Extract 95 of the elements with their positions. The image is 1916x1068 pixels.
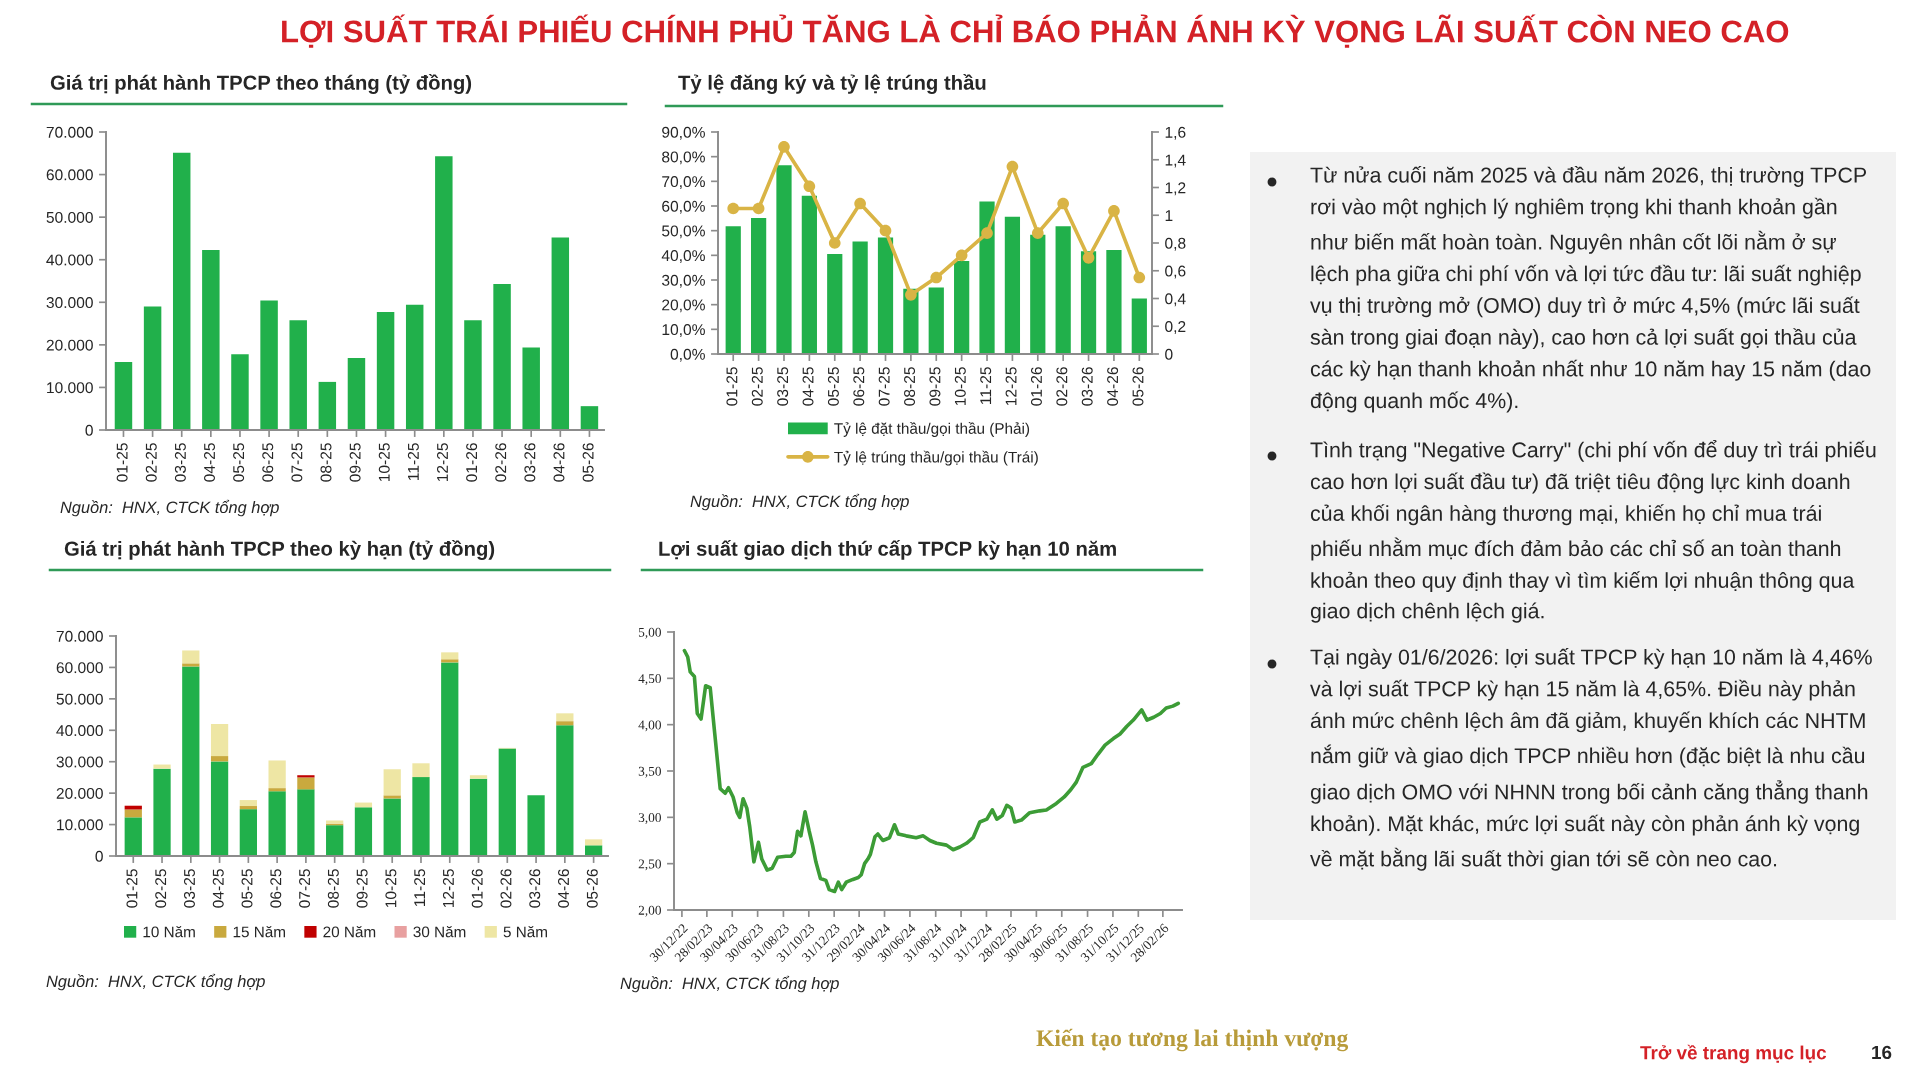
point bbox=[1031, 227, 1044, 239]
bar bbox=[580, 406, 599, 430]
text: Từ nửa cuối năm 2025 và đầu năm 2026, thị trường TPCP rơi vào một nghịch lý nghiêm trọng khi thanh khoản gần như biến mất hoàn toàn. Nguyên nhân cốt lõi nằm ở sự lệch pha giữa chi phí vốn và lợi tức đầu tư: lãi suất nghiệp vụ thị trường mở (OMO) duy trì ở mức 4,5% (mức lãi suất sàn trong giai đoạn này), cao hơn cả lợi suất gọi thầu của các kỳ hạn thanh khoản nhất như 10 năm hay 15 năm (dao động quanh mốc 4%). bbox=[1310, 166, 1871, 413]
bar bbox=[551, 237, 570, 430]
point bbox=[1006, 160, 1019, 173]
bar bbox=[268, 760, 286, 789]
bar bbox=[347, 358, 366, 430]
bar bbox=[210, 724, 229, 757]
text: Nguồn: HNX, CTCK tổng hợp bbox=[620, 975, 839, 993]
bar bbox=[1131, 298, 1147, 354]
bar bbox=[412, 777, 430, 856]
bar bbox=[556, 713, 574, 722]
text: 16 bbox=[1872, 1045, 1892, 1060]
point bbox=[828, 237, 841, 249]
bar bbox=[522, 347, 540, 430]
bar bbox=[1106, 249, 1122, 354]
chart-title: Lợi suất giao dịch thứ cấp TPCP kỳ hạn 10 năm bbox=[659, 540, 1116, 560]
text: LỢI SUẤT TRÁI PHIẾU CHÍNH PHỦ TĂNG LÀ CHỈ BÁO PHẢN ÁNH KỲ VỌNG LÃI SUẤT CÒN NEO CAO bbox=[282, 14, 1789, 48]
bar bbox=[725, 226, 741, 354]
bar bbox=[498, 748, 516, 856]
bar bbox=[153, 768, 171, 856]
bar bbox=[1055, 226, 1071, 354]
bar bbox=[584, 839, 603, 846]
bar bbox=[124, 817, 142, 856]
bar bbox=[172, 152, 191, 430]
bar bbox=[469, 778, 488, 856]
bar bbox=[776, 165, 792, 354]
text: Tình trạng "Negative Carry" (chi phí vốn để duy trì trái phiếu cao hơn lợi suất đầu tư) đã triệt tiêu động lực kinh doanh của khối ngân hàng thương mại, khiến họ chỉ mua trái phiếu nhằm mục đích đảm bảo các chỉ số an toàn thanh khoản theo quy định thay vì tìm kiếm lợi nhuận thông qua giao dịch chênh lệch giá. bbox=[1310, 440, 1876, 623]
text: Nguồn: HNX, CTCK tổng hợp bbox=[60, 499, 279, 517]
bar bbox=[182, 650, 200, 664]
bar bbox=[297, 777, 315, 790]
text: Kiến tạo tương lai thịnh vượng bbox=[1036, 1028, 1349, 1052]
bar bbox=[493, 283, 511, 430]
bar bbox=[260, 300, 278, 430]
chart-title: Giá trị phát hành TPCP theo tháng (tỷ đồng) bbox=[50, 74, 472, 94]
bar bbox=[124, 809, 142, 818]
point bbox=[955, 249, 968, 262]
bar bbox=[239, 809, 257, 856]
bar bbox=[405, 304, 424, 430]
bar bbox=[210, 756, 229, 762]
bar bbox=[441, 662, 459, 856]
point bbox=[905, 288, 917, 301]
bar bbox=[801, 195, 817, 354]
bar bbox=[143, 306, 162, 430]
point bbox=[854, 197, 866, 210]
bar bbox=[239, 800, 257, 807]
point bbox=[803, 180, 816, 193]
line-series bbox=[682, 648, 1181, 894]
point bbox=[879, 224, 892, 237]
text: Trở về trang mục lục bbox=[1640, 1044, 1827, 1064]
bar bbox=[852, 241, 868, 354]
text: Nguồn: HNX, CTCK tổng hợp bbox=[690, 493, 909, 511]
bar bbox=[584, 845, 603, 856]
bar bbox=[1080, 251, 1097, 354]
bar bbox=[1004, 216, 1021, 354]
bar bbox=[750, 218, 767, 354]
bar bbox=[877, 237, 894, 354]
bar bbox=[928, 287, 944, 354]
bar bbox=[318, 381, 337, 430]
point bbox=[752, 202, 765, 215]
chart-title: Giá trị phát hành TPCP theo kỳ hạn (tỷ đồng) bbox=[64, 540, 495, 560]
bar bbox=[231, 354, 249, 430]
chart-title: Tỷ lệ đăng ký và tỷ lệ trúng thầu bbox=[678, 74, 986, 94]
bar bbox=[383, 769, 401, 796]
point bbox=[727, 202, 740, 215]
bar bbox=[376, 312, 395, 430]
bar bbox=[954, 261, 970, 354]
bar bbox=[297, 789, 315, 856]
point bbox=[1082, 251, 1095, 264]
bar bbox=[441, 652, 459, 660]
bar bbox=[435, 156, 453, 430]
bar bbox=[527, 795, 545, 856]
text: Nguồn: HNX, CTCK tổng hợp bbox=[46, 973, 265, 991]
point bbox=[930, 271, 943, 284]
bar bbox=[354, 807, 373, 856]
bar bbox=[268, 791, 286, 856]
bar bbox=[1030, 234, 1046, 354]
bar bbox=[412, 763, 430, 778]
bar bbox=[326, 825, 344, 856]
point bbox=[1133, 271, 1146, 284]
point bbox=[778, 140, 790, 153]
bar bbox=[289, 320, 307, 430]
bar bbox=[182, 666, 200, 856]
bar bbox=[383, 798, 401, 856]
point bbox=[981, 227, 993, 239]
bar bbox=[202, 249, 220, 430]
bar bbox=[556, 725, 574, 856]
bar bbox=[210, 761, 229, 856]
point bbox=[1057, 197, 1069, 210]
point bbox=[1108, 205, 1120, 217]
bar bbox=[979, 201, 995, 354]
bar bbox=[827, 254, 843, 354]
bar bbox=[464, 320, 482, 430]
bar bbox=[114, 361, 133, 430]
text: Tại ngày 01/6/2026: lợi suất TPCP kỳ hạn 10 năm là 4,46% và lợi suất TPCP kỳ hạn 15 năm là 4,65%. Điều này phản ánh mức chênh lệch âm đã giảm, khuyến khích các NHTM nắm giữ và giao dịch TPCP nhiều hơn (đặc biệt là nhu cầu giao dịch OMO với NHNN trong bối cảnh căng thẳng thanh khoản). Mặt khác, mức lợi suất này còn phản ánh kỳ vọng về mặt bằng lãi suất thời gian tới sẽ còn neo cao. bbox=[1310, 648, 1872, 871]
